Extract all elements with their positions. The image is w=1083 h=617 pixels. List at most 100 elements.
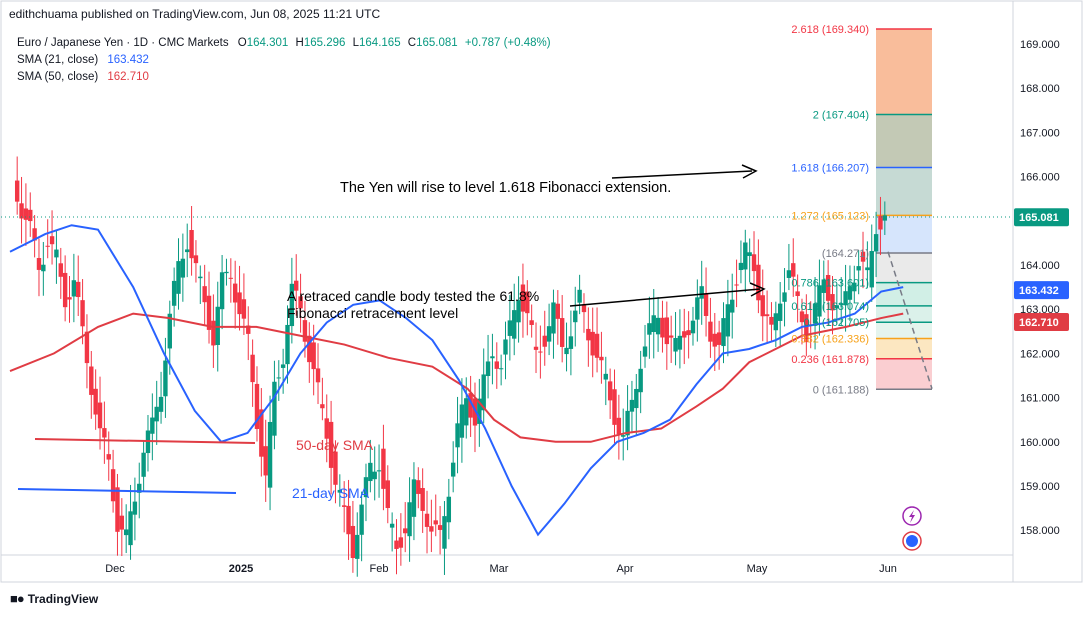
candle-body xyxy=(385,480,390,509)
price-tag-label: 165.081 xyxy=(1019,212,1059,224)
candle-body xyxy=(315,368,321,383)
candle-body xyxy=(738,262,744,271)
candle-body xyxy=(542,335,547,347)
candle-body xyxy=(267,421,273,488)
candle-body xyxy=(381,448,386,489)
annotation-retrace[interactable]: A retraced candle body tested the 61.8% … xyxy=(287,282,766,321)
candle-body xyxy=(407,502,412,537)
chart-border xyxy=(0,0,1083,583)
fib-level-label: 1.618 (166.207) xyxy=(791,162,869,174)
annotation-retrace-arrow xyxy=(569,288,761,307)
candle-body xyxy=(494,361,499,369)
fib-zone xyxy=(876,282,932,306)
candle-body xyxy=(359,504,364,535)
ohlc-close: 165.081 xyxy=(416,37,458,49)
candle-body xyxy=(791,263,796,277)
candle-body xyxy=(586,328,591,341)
candle-body xyxy=(625,410,630,436)
annotation-yen-rise[interactable]: The Yen will rise to level 1.618 Fibonac… xyxy=(340,164,758,196)
candle-body xyxy=(346,505,351,535)
candle-body xyxy=(455,423,460,448)
candle-body xyxy=(119,515,125,530)
x-tick-label: 2025 xyxy=(229,563,253,575)
candle-body xyxy=(747,252,752,256)
candle-body xyxy=(28,209,33,222)
price-tag xyxy=(1014,281,1069,300)
candle-body xyxy=(23,208,29,220)
candle-body xyxy=(355,534,360,559)
annotation-sma21[interactable]: 21-day SMA xyxy=(17,485,370,501)
candle-body xyxy=(555,303,561,319)
candle-body xyxy=(686,330,691,336)
fib-zone xyxy=(876,338,932,359)
candle-body xyxy=(189,230,194,259)
fib-zone xyxy=(876,215,932,254)
candle-body xyxy=(581,304,587,313)
fibonacci-labels: 2.618 (169.340) 2 (167.404) 1.618 (166.207… xyxy=(791,24,869,396)
candle-body xyxy=(280,364,286,368)
candle-body xyxy=(786,270,792,278)
candle-body xyxy=(298,296,303,309)
candle-body xyxy=(825,275,831,301)
candle-body xyxy=(655,317,661,335)
candle-body xyxy=(634,388,639,409)
candle-body xyxy=(14,180,20,202)
candle-body xyxy=(852,282,857,292)
candle-body xyxy=(708,321,713,342)
ohlc-high-label: H xyxy=(295,37,304,49)
candle-body xyxy=(206,295,212,330)
legend-sma50-row[interactable]: SMA (50, close) 162.710 xyxy=(17,69,551,86)
candle-body xyxy=(782,292,787,302)
symbol-name: Euro / Japanese Yen · 1D · CMC Markets xyxy=(17,37,229,49)
candle-body xyxy=(150,417,155,434)
fibonacci-extension[interactable] xyxy=(876,28,933,391)
candle-body xyxy=(246,325,251,334)
tradingview-footer[interactable]: ■● TradingView xyxy=(10,591,98,606)
candle-body xyxy=(769,316,774,325)
fib-zone xyxy=(876,305,932,323)
sma50-line xyxy=(9,312,904,443)
candle-body xyxy=(856,266,861,271)
candle-body xyxy=(573,310,578,323)
candle-body xyxy=(673,338,678,352)
sma50-annotation-label: 50-day SMA xyxy=(296,437,374,453)
candle-body xyxy=(123,529,129,536)
fib-level-label: 2 (167.404) xyxy=(813,110,869,122)
candle-body xyxy=(294,280,299,291)
x-tick-label: Mar xyxy=(490,563,509,575)
candle-body xyxy=(41,264,46,272)
candle-body xyxy=(32,228,37,241)
candle-body xyxy=(363,477,369,498)
lightning-icon[interactable] xyxy=(902,506,922,526)
y-tick-label: 161.000 xyxy=(1020,393,1060,405)
candle-body xyxy=(80,300,85,327)
candle-body xyxy=(49,236,55,245)
x-tick-label: Dec xyxy=(105,563,125,575)
fib-trend-line xyxy=(887,251,933,389)
candle-body xyxy=(629,399,635,412)
candle-body xyxy=(730,299,735,313)
ohlc-open-label: O xyxy=(237,37,247,49)
candle-body xyxy=(429,526,434,532)
annotation-retrace-line2: Fibonacci retracement level xyxy=(287,305,458,321)
fib-zone xyxy=(876,253,932,283)
candle-body xyxy=(224,271,229,274)
annotation-yen-rise-text: The Yen will rise to level 1.618 Fibonac… xyxy=(340,180,671,196)
flag-icon[interactable] xyxy=(902,531,922,551)
candle-body xyxy=(490,356,495,359)
legend-symbol-row[interactable]: Euro / Japanese Yen · 1D · CMC Markets O… xyxy=(17,35,551,52)
candle-body xyxy=(185,249,190,253)
fib-zone xyxy=(876,114,932,168)
candle-body xyxy=(878,215,883,230)
sma21-value: 163.432 xyxy=(107,54,149,66)
candle-body xyxy=(865,267,870,271)
fib-zone xyxy=(876,322,932,339)
candle-body xyxy=(84,331,90,364)
legend-sma21-row[interactable]: SMA (21, close) 163.432 xyxy=(17,52,551,69)
sma21-line xyxy=(9,224,904,537)
annotation-retrace-line1: A retraced candle body tested the 61.8% xyxy=(287,288,539,304)
annotation-sma50[interactable]: 50-day SMA xyxy=(34,437,374,453)
fib-level-label: 0.5 (162.705) xyxy=(804,317,869,329)
time-axis[interactable]: Dec 2025 Feb Mar Apr May Jun xyxy=(105,563,897,575)
